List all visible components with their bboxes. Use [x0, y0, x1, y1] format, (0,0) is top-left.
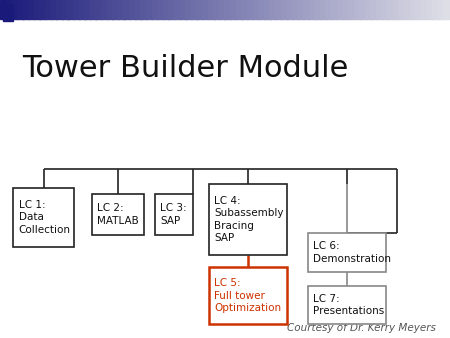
Bar — [264, 0, 271, 19]
Bar — [236, 0, 243, 19]
Bar — [370, 0, 378, 19]
Bar — [410, 0, 417, 19]
FancyBboxPatch shape — [155, 194, 193, 235]
Bar — [219, 0, 226, 19]
FancyBboxPatch shape — [14, 188, 74, 247]
Bar — [95, 0, 102, 19]
Bar — [191, 0, 198, 19]
Bar — [314, 0, 321, 19]
Bar — [342, 0, 349, 19]
Bar — [202, 0, 209, 19]
Bar — [303, 0, 310, 19]
Bar — [258, 0, 265, 19]
Bar — [17, 0, 24, 19]
Bar — [393, 0, 400, 19]
Text: LC 5:
Full tower
Optimization: LC 5: Full tower Optimization — [214, 279, 281, 313]
Bar — [421, 0, 428, 19]
Text: LC 7:
Presentations: LC 7: Presentations — [313, 294, 384, 316]
Bar — [270, 0, 276, 19]
Bar — [118, 0, 125, 19]
Bar — [180, 0, 187, 19]
Bar — [207, 0, 215, 19]
Bar — [34, 0, 40, 19]
Bar — [163, 0, 170, 19]
Bar — [39, 0, 46, 19]
Bar — [22, 0, 29, 19]
Bar — [382, 0, 388, 19]
Text: Courtesy of Dr. Kerry Meyers: Courtesy of Dr. Kerry Meyers — [287, 323, 436, 333]
Bar — [11, 0, 18, 19]
Bar — [68, 0, 74, 19]
Bar — [252, 0, 260, 19]
Bar — [225, 0, 231, 19]
Bar — [398, 0, 405, 19]
Bar — [174, 0, 181, 19]
Bar — [354, 0, 360, 19]
FancyBboxPatch shape — [307, 233, 386, 272]
Bar — [432, 0, 439, 19]
FancyBboxPatch shape — [209, 267, 288, 324]
Bar — [73, 0, 80, 19]
Text: LC 1:
Data
Collection: LC 1: Data Collection — [19, 200, 71, 235]
FancyBboxPatch shape — [307, 286, 386, 324]
Bar — [0, 0, 7, 19]
Bar — [84, 0, 91, 19]
Bar — [62, 0, 69, 19]
Text: LC 6:
Demonstration: LC 6: Demonstration — [313, 241, 391, 264]
Bar — [112, 0, 119, 19]
Bar — [438, 0, 445, 19]
FancyBboxPatch shape — [209, 184, 288, 255]
Text: LC 4:
Subassembly
Bracing
SAP: LC 4: Subassembly Bracing SAP — [214, 196, 284, 243]
Text: LC 3:
SAP: LC 3: SAP — [160, 203, 187, 226]
Bar — [443, 0, 450, 19]
Bar — [297, 0, 304, 19]
Bar — [286, 0, 293, 19]
Bar — [281, 0, 288, 19]
Bar — [247, 0, 254, 19]
Bar — [28, 0, 35, 19]
Bar — [129, 0, 136, 19]
Bar — [359, 0, 366, 19]
Bar — [320, 0, 327, 19]
Bar — [107, 0, 113, 19]
Bar — [241, 0, 248, 19]
Bar — [168, 0, 176, 19]
Bar — [196, 0, 203, 19]
FancyBboxPatch shape — [92, 194, 144, 235]
Bar — [331, 0, 338, 19]
Bar — [79, 0, 86, 19]
Bar — [275, 0, 282, 19]
Bar — [152, 0, 158, 19]
Bar — [325, 0, 333, 19]
Bar — [415, 0, 422, 19]
Bar — [90, 0, 97, 19]
Bar — [56, 0, 63, 19]
Bar — [376, 0, 383, 19]
Bar — [135, 0, 142, 19]
Bar — [3, 4, 13, 12]
Bar — [146, 0, 153, 19]
Bar — [185, 0, 192, 19]
Bar — [309, 0, 315, 19]
Bar — [45, 0, 52, 19]
Bar — [365, 0, 372, 19]
Bar — [348, 0, 355, 19]
Text: Tower Builder Module: Tower Builder Module — [22, 54, 349, 83]
Bar — [123, 0, 130, 19]
Bar — [292, 0, 299, 19]
Bar — [140, 0, 147, 19]
Bar — [5, 0, 13, 19]
Bar — [157, 0, 164, 19]
Bar — [213, 0, 220, 19]
Bar — [3, 14, 13, 21]
Bar — [387, 0, 394, 19]
Bar — [50, 0, 58, 19]
Bar — [101, 0, 108, 19]
Bar — [404, 0, 411, 19]
Bar — [427, 0, 433, 19]
Bar — [337, 0, 344, 19]
Bar — [230, 0, 237, 19]
Text: LC 2:
MATLAB: LC 2: MATLAB — [97, 203, 139, 226]
